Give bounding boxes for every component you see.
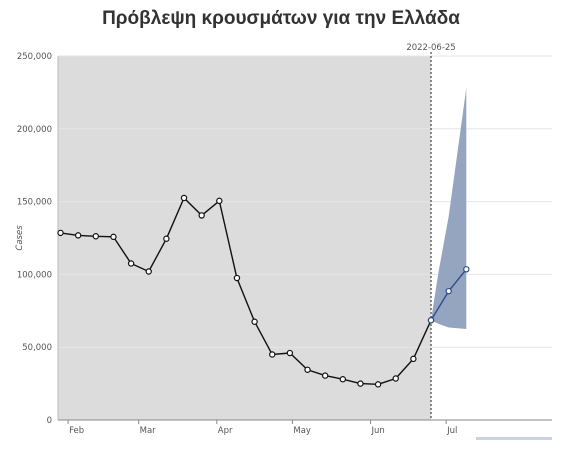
history-shaded-region xyxy=(58,56,432,420)
observed-point xyxy=(180,194,188,202)
observed-point xyxy=(339,376,347,383)
y-tick-label: 200,000 xyxy=(17,125,52,135)
forecast-interval xyxy=(431,88,467,329)
observed-point xyxy=(74,232,82,239)
y-tick-label: 0 xyxy=(47,416,52,426)
observed-point xyxy=(410,355,417,363)
series-points xyxy=(57,194,470,388)
forecast-point xyxy=(427,317,435,324)
forecast-point xyxy=(463,266,470,273)
observed-point xyxy=(145,268,152,275)
x-tick-label: Feb xyxy=(69,426,84,436)
observed-point xyxy=(286,349,294,357)
observed-point xyxy=(163,235,170,242)
x-tick-label: Mar xyxy=(140,426,157,436)
observed-point xyxy=(127,260,135,267)
observed-point xyxy=(357,380,364,387)
x-tick-label: Jun xyxy=(371,426,385,436)
observed-point xyxy=(92,233,100,240)
shaded-region xyxy=(58,56,432,420)
observed-point xyxy=(216,197,223,205)
observed-point xyxy=(392,375,399,382)
y-tick-label: 250,000 xyxy=(17,52,52,62)
x-tick-label: May xyxy=(293,426,311,436)
forecast-interval-band xyxy=(431,88,467,329)
observed-point xyxy=(251,318,258,325)
tick-labels: 0 50,000 100,000 150,000 200,000 250,000 Feb Ma… xyxy=(17,43,458,436)
observed-point xyxy=(233,274,241,282)
x-tick-label: Jul xyxy=(446,426,457,436)
y-axis-label: Cases xyxy=(15,225,25,251)
y-tick-label: 100,000 xyxy=(17,270,52,280)
observed-point xyxy=(198,212,205,219)
chart-title: Πρόβλεψη κρουσμάτων για την Ελλάδα xyxy=(102,8,460,29)
x-tick-label: Apr xyxy=(218,426,233,436)
observed-point xyxy=(321,372,329,379)
observed-point xyxy=(269,351,276,358)
observed-point xyxy=(110,233,117,241)
observed-point xyxy=(57,229,64,237)
cutoff-label: 2022-06-25 xyxy=(406,43,455,53)
observed-point xyxy=(374,381,382,388)
range-slider-track[interactable] xyxy=(476,437,552,440)
forecast-point xyxy=(445,287,452,295)
y-tick-label: 150,000 xyxy=(17,198,52,208)
axes xyxy=(57,56,552,424)
observed-point xyxy=(304,366,311,373)
observed-line xyxy=(60,196,432,386)
y-tick-label: 50,000 xyxy=(22,343,52,353)
gridlines xyxy=(58,55,552,348)
